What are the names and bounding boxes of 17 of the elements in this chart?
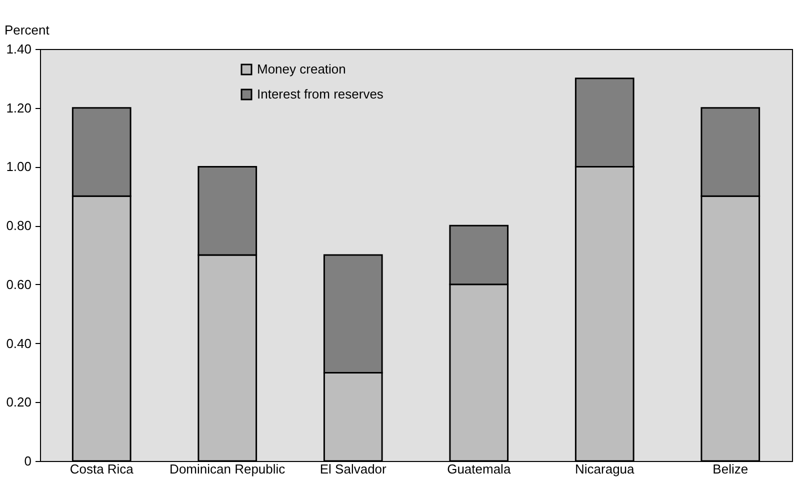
y-tick-label: 0.20 xyxy=(6,394,32,410)
y-tick-label: 0 xyxy=(24,454,32,468)
x-tick-label: Belize xyxy=(712,462,748,476)
y-tick-label: 0.60 xyxy=(6,276,32,292)
legend-label: Money creation xyxy=(257,62,346,76)
x-tick-label: Costa Rica xyxy=(70,462,134,476)
x-tick-label: Dominican Republic xyxy=(170,462,286,476)
y-tick-label: 1.40 xyxy=(6,42,32,56)
y-tick-label: 1.20 xyxy=(6,100,32,116)
y-tick-label: 1.00 xyxy=(6,159,32,174)
x-tick-label: Guatemala xyxy=(447,462,512,476)
y-axis-title: Percent xyxy=(4,22,50,38)
y-tick-label: 0.40 xyxy=(6,336,32,351)
y-tick-label: 0.80 xyxy=(6,218,32,234)
x-tick-label: El Salvador xyxy=(320,462,388,476)
x-tick-label: Nicaragua xyxy=(574,462,636,476)
legend-label: Interest from reserves xyxy=(257,86,384,102)
